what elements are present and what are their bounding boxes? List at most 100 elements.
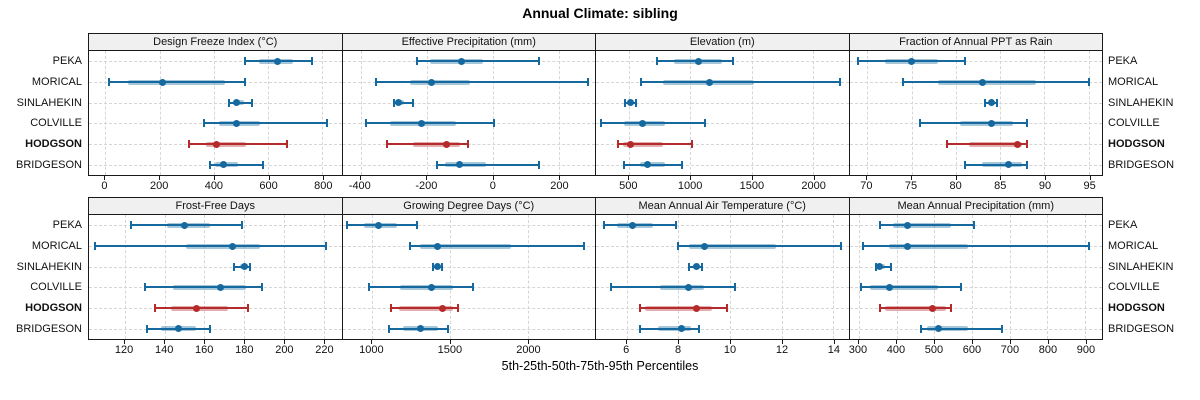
median-dot bbox=[274, 57, 282, 65]
whisker-cap-low bbox=[386, 140, 389, 148]
whisker-cap-low bbox=[617, 140, 620, 148]
axis-tick bbox=[678, 340, 680, 344]
percentile-whisker-5-95 bbox=[862, 245, 1089, 247]
axis-tick bbox=[971, 340, 973, 344]
axis-tick-label: 8 bbox=[675, 344, 682, 356]
percentile-whisker-5-95 bbox=[347, 224, 418, 227]
panel-box: Frost-Free Days bbox=[88, 197, 343, 340]
axis-tick-label: 1500 bbox=[739, 180, 765, 192]
site-label-right: SINLAHEKIN bbox=[1108, 96, 1174, 109]
panel-2: Elevation (m) 500 1000 1500 2000 bbox=[595, 33, 850, 194]
whisker-cap-low bbox=[919, 119, 922, 128]
median-dot bbox=[677, 325, 685, 333]
percentile-whisker-5-95 bbox=[209, 163, 263, 166]
median-dot bbox=[685, 283, 693, 291]
percentile-whisker-5-95 bbox=[109, 81, 246, 83]
percentile-whisker-5-95 bbox=[436, 163, 539, 166]
median-dot bbox=[228, 242, 236, 250]
axis-tick-label: 400 bbox=[204, 180, 224, 192]
axis-tick bbox=[204, 340, 206, 344]
site-label-right: BRIDGESON bbox=[1108, 158, 1175, 171]
gridline-v bbox=[558, 51, 560, 175]
percentile-whisker-5-95 bbox=[603, 224, 676, 227]
panel-box: Elevation (m) bbox=[595, 33, 850, 176]
site-label-left: SINLAHEKIN bbox=[16, 260, 82, 273]
panel-plot bbox=[849, 215, 1102, 339]
panel-box: Effective Precipitation (mm) bbox=[341, 33, 596, 176]
whisker-cap-low bbox=[602, 221, 605, 230]
median-dot bbox=[240, 263, 248, 271]
gridline-v bbox=[213, 51, 215, 175]
whisker-cap-high bbox=[537, 160, 540, 169]
gridline-v bbox=[323, 215, 325, 339]
panel-7: Mean Annual Precipitation (mm) 300 400 500 6… bbox=[848, 197, 1103, 358]
whisker-cap-low bbox=[859, 283, 862, 292]
median-dot bbox=[233, 119, 241, 127]
percentile-whisker-5-95 bbox=[611, 286, 736, 289]
panel-axis: 120 140 160 180 200 220 bbox=[88, 340, 343, 358]
panel-plot bbox=[89, 215, 342, 339]
percentile-whisker-5-95 bbox=[964, 163, 1027, 166]
gridline-h bbox=[89, 61, 342, 63]
median-dot bbox=[434, 263, 442, 271]
axis-tick-label: 140 bbox=[154, 344, 174, 356]
whisker-cap-high bbox=[950, 304, 953, 312]
percentile-whisker-5-95 bbox=[639, 307, 728, 309]
median-dot bbox=[908, 57, 916, 65]
axis-tick-label: 200 bbox=[275, 344, 294, 356]
gridline-h bbox=[849, 266, 1102, 268]
axis-tick-label: 1000 bbox=[359, 344, 384, 356]
panel-box: Mean Annual Air Temperature (°C) bbox=[595, 197, 850, 340]
axis-tick-label: 85 bbox=[994, 180, 1007, 192]
whisker-cap-high bbox=[249, 262, 252, 271]
percentile-whisker-5-95 bbox=[94, 245, 326, 247]
gridline-v bbox=[1047, 215, 1049, 339]
whisker-cap-high bbox=[674, 221, 677, 230]
whisker-cap-low bbox=[857, 57, 860, 66]
percentile-whisker-5-95 bbox=[144, 286, 262, 289]
percentile-whisker-5-95 bbox=[204, 122, 327, 125]
whisker-cap-high bbox=[247, 304, 250, 312]
panel-row-2: Frost-Free Days 120 140 160 180 200 220 Growing… bbox=[88, 197, 1103, 358]
gridline-h bbox=[849, 287, 1102, 289]
site-label-left: HODGSON bbox=[25, 302, 82, 314]
whisker-cap-high bbox=[1025, 160, 1028, 169]
axis-tick-label: 12 bbox=[775, 344, 789, 356]
axis-tick bbox=[690, 176, 692, 180]
axis-tick-label: 95 bbox=[1083, 180, 1096, 192]
whisker-cap-low bbox=[227, 98, 230, 107]
whisker-cap-high bbox=[466, 140, 469, 148]
axis-tick bbox=[751, 176, 753, 180]
whisker-cap-low bbox=[435, 160, 438, 169]
axis-tick bbox=[449, 340, 451, 344]
whisker-cap-low bbox=[640, 78, 643, 86]
whisker-cap-high bbox=[1025, 119, 1028, 128]
axis-tick bbox=[1009, 340, 1011, 344]
whisker-cap-low bbox=[920, 324, 923, 333]
site-label-left: HODGSON bbox=[25, 138, 82, 150]
whisker-cap-high bbox=[286, 140, 289, 148]
axis-tick bbox=[159, 176, 161, 180]
whisker-cap-low bbox=[143, 283, 146, 292]
panel-row-1: Design Freeze Index (°C) 0 200 400 600 800 Eff… bbox=[88, 33, 1103, 194]
axis-tick bbox=[284, 340, 286, 344]
whisker-cap-high bbox=[996, 98, 999, 107]
median-dot bbox=[374, 221, 382, 229]
axis-tick bbox=[895, 340, 897, 344]
whisker-cap-low bbox=[188, 140, 191, 148]
whisker-cap-low bbox=[244, 57, 247, 66]
percentile-whisker-5-95 bbox=[879, 224, 974, 227]
site-label-left: BRIDGESON bbox=[15, 158, 82, 171]
panel-header: Effective Precipitation (mm) bbox=[342, 34, 595, 51]
whisker-cap-low bbox=[599, 119, 602, 128]
whisker-cap-low bbox=[878, 304, 881, 312]
median-dot bbox=[428, 78, 436, 86]
panel-plot bbox=[596, 51, 849, 175]
axis-tick bbox=[244, 340, 246, 344]
axis-tick-label: 600 bbox=[962, 344, 982, 356]
median-dot bbox=[639, 119, 647, 127]
gridline-h bbox=[849, 308, 1102, 309]
percentile-whisker-5-95 bbox=[624, 163, 682, 166]
axis-tick-label: 500 bbox=[924, 344, 944, 356]
